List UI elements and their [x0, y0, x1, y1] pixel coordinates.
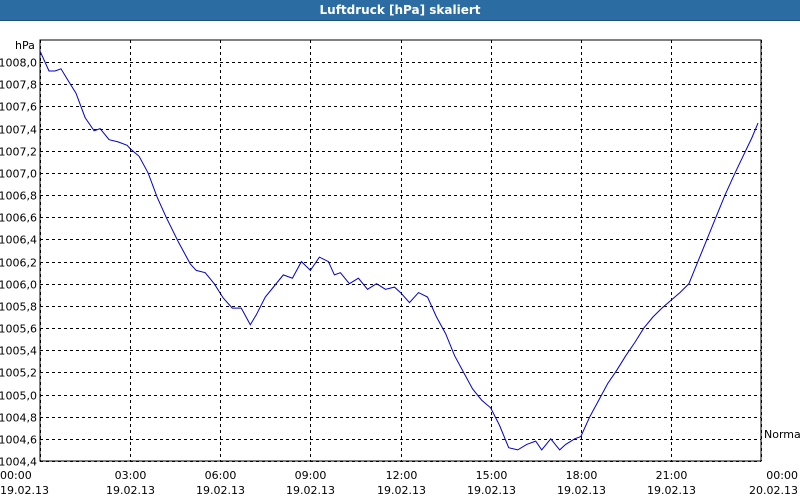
y-tick-label: 1007,8 [0, 79, 37, 92]
x-tick-labels: 00:00 19.02.13 03:00 19.02.13 06:00 19.02.13 0… [0, 469, 798, 497]
plot-frame [39, 39, 762, 462]
x-tick-time: 00:00 [766, 469, 798, 482]
x-tick-time: 06:00 [205, 469, 237, 482]
grid [40, 40, 762, 462]
y-tick-label: 1008,0 [0, 57, 37, 70]
x-tick-date: 19.02.13 [106, 484, 155, 497]
x-tick-time: 15:00 [476, 469, 508, 482]
y-tick-label: 1004,6 [0, 434, 37, 447]
x-tick-time: 18:00 [566, 469, 598, 482]
annotation-normal: Normal [764, 428, 800, 441]
y-tick-label: 1006,8 [0, 190, 37, 203]
y-tick-label: 1006,6 [0, 212, 37, 225]
x-tick-time: 09:00 [295, 469, 327, 482]
x-tick-date: 19.02.13 [647, 484, 696, 497]
x-tick-date: 20.02.13 [749, 484, 798, 497]
x-tick-time: 21:00 [656, 469, 688, 482]
y-tick-label: 1005,8 [0, 301, 37, 314]
y-tick-label: 1007,6 [0, 101, 37, 114]
y-tick-label: 1006,2 [0, 257, 37, 270]
y-tick-labels: 1008,0 1007,8 1007,6 1007,4 1007,2 1007,0 1006… [0, 57, 37, 469]
y-tick-label: 1006,4 [0, 234, 37, 247]
y-tick-label: 1007,4 [0, 124, 37, 137]
y-tick-label: 1004,4 [0, 456, 37, 469]
x-tick-date: 19.02.13 [467, 484, 516, 497]
y-tick-label: 1005,6 [0, 323, 37, 336]
y-tick-label: 1004,8 [0, 412, 37, 425]
chart-title: Luftdruck [hPa] skaliert [0, 0, 800, 21]
y-axis-unit: hPa [15, 39, 35, 52]
y-tick-label: 1007,0 [0, 168, 37, 181]
series-line [39, 50, 759, 451]
x-tick-date: 19.02.13 [0, 484, 49, 497]
y-tick-label: 1005,2 [0, 367, 37, 380]
x-tick-date: 19.02.13 [557, 484, 606, 497]
x-tick-time: 12:00 [386, 469, 418, 482]
x-tick-date: 19.02.13 [286, 484, 335, 497]
x-tick-date: 19.02.13 [377, 484, 426, 497]
y-tick-label: 1007,2 [0, 146, 37, 159]
y-tick-label: 1005,0 [0, 390, 37, 403]
x-tick-time: 03:00 [115, 469, 147, 482]
x-tick-date: 19.02.13 [196, 484, 245, 497]
x-tick-time: 00:00 [0, 469, 32, 482]
y-tick-label: 1005,4 [0, 345, 37, 358]
y-tick-label: 1006,0 [0, 279, 37, 292]
